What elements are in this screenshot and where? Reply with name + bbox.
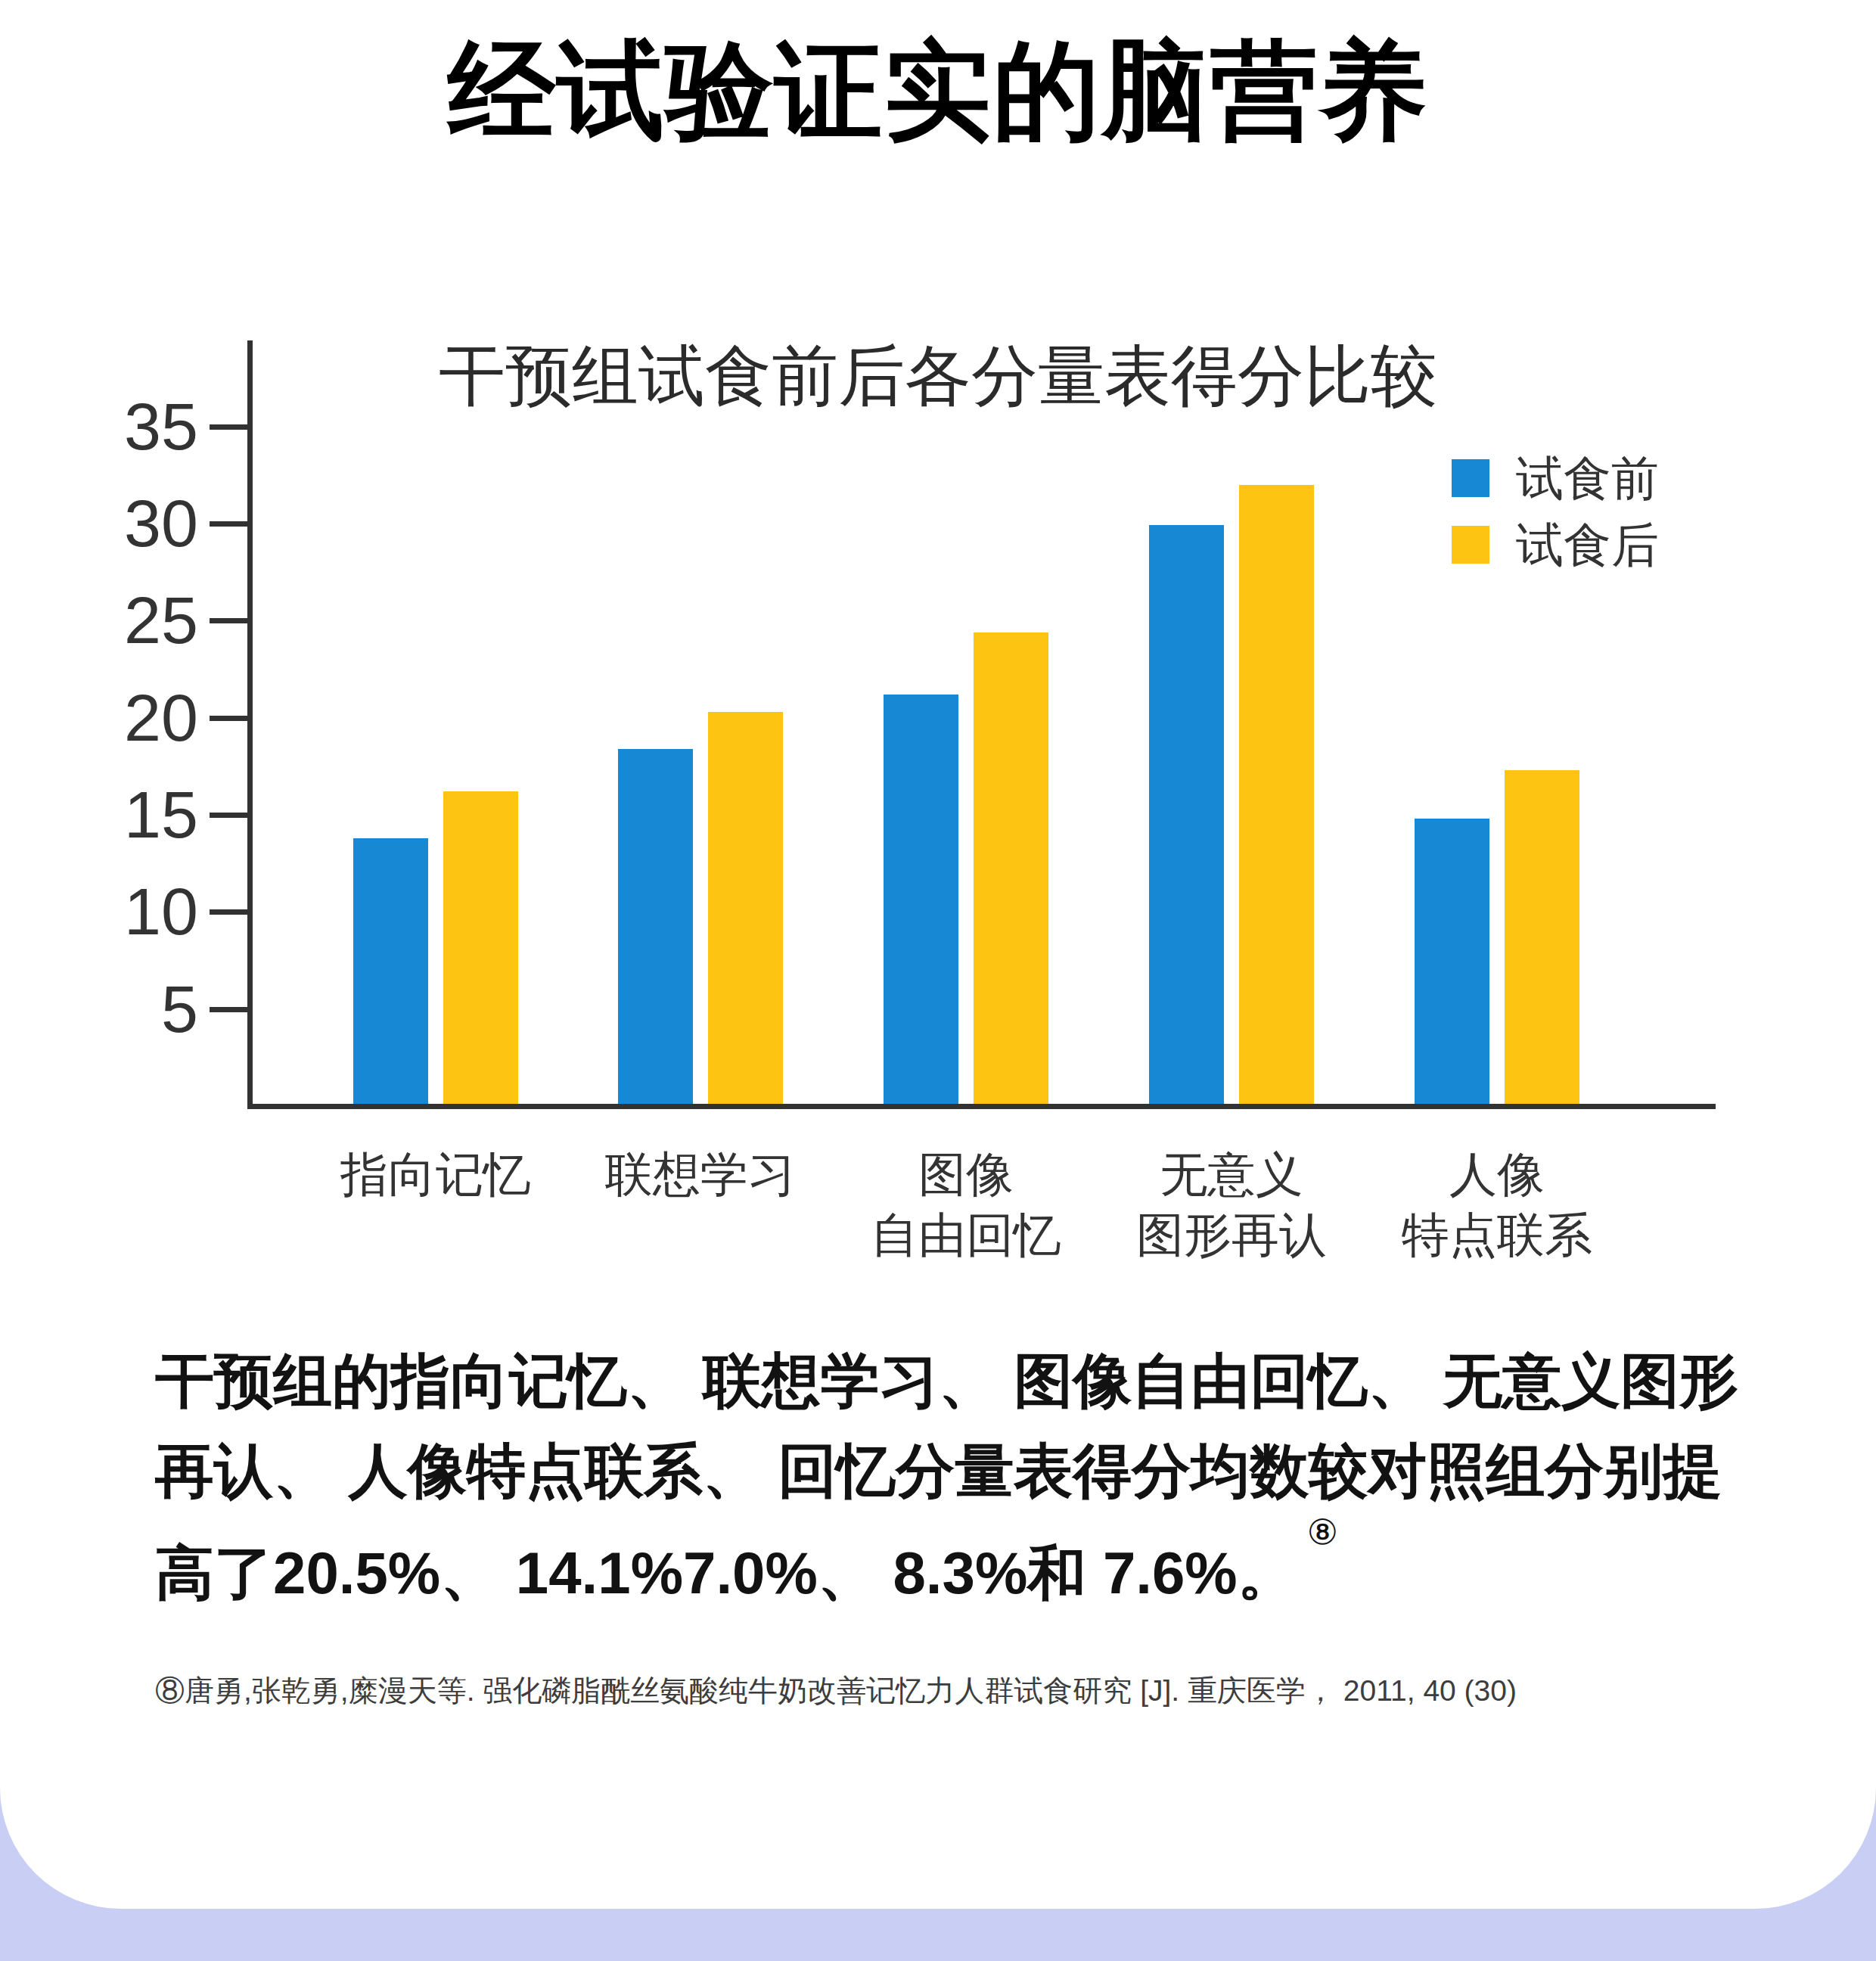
bar-before-4: [1415, 819, 1489, 1109]
category-label-line: 自由回忆: [871, 1208, 1061, 1261]
body-paragraph: 干预组的指向记忆、 联想学习、 图像自由回忆、 无意义图形再认、 人像特点联系、…: [155, 1336, 1819, 1618]
y-tick: [210, 716, 247, 721]
footnote: ⑧唐勇,张乾勇,糜漫天等. 强化磷脂酰丝氨酸纯牛奶改善记忆力人群试食研究 [J]…: [155, 1670, 1819, 1711]
chart-title: 干预组试食前后各分量表得分比较: [0, 331, 1876, 421]
bar-before-0: [353, 838, 428, 1109]
page-title: 经试验证实的脑营养: [0, 20, 1876, 165]
legend-label: 试食前: [1516, 455, 1659, 502]
y-tick-label: 25: [0, 587, 198, 654]
content-card: 经试验证实的脑营养 干预组试食前后各分量表得分比较 35 30 25 20 15 10 5 指…: [0, 0, 1876, 1909]
y-tick-label: 30: [0, 490, 198, 557]
y-tick: [210, 521, 247, 527]
y-tick: [210, 424, 247, 430]
legend-swatch-before: [1452, 459, 1489, 497]
paragraph-line: 再认、 人像特点联系、 回忆分量表得分均数较对照组分别提: [155, 1426, 1819, 1516]
y-tick-label: 35: [0, 393, 198, 460]
category-label: 人像特点联系: [1308, 1144, 1686, 1265]
y-tick-label: 20: [0, 685, 198, 751]
bar-before-1: [618, 749, 693, 1109]
y-tick-label: 10: [0, 878, 198, 945]
bar-after-4: [1505, 770, 1579, 1109]
category-label-line: 图像: [918, 1148, 1014, 1201]
legend-swatch-after: [1452, 526, 1489, 564]
y-axis: [247, 340, 253, 1109]
category-label-line: 人像: [1449, 1148, 1545, 1201]
category-label-line: 特点联系: [1402, 1208, 1592, 1261]
bar-after-1: [708, 712, 783, 1109]
y-tick: [210, 1007, 247, 1012]
y-tick: [210, 618, 247, 623]
page: 经试验证实的脑营养 干预组试食前后各分量表得分比较 35 30 25 20 15 10 5 指…: [0, 0, 1876, 1961]
category-label-line: 指向记忆: [340, 1148, 531, 1201]
y-tick: [210, 813, 247, 818]
paragraph-line: 干预组的指向记忆、 联想学习、 图像自由回忆、 无意义图形: [155, 1336, 1819, 1426]
bar-before-3: [1149, 525, 1224, 1109]
paragraph-line: 高了20.5%、 14.1%7.0%、 8.3%和 7.6%。⑧: [155, 1516, 1819, 1618]
y-tick-label: 15: [0, 782, 198, 848]
category-label-line: 无意义: [1160, 1148, 1303, 1201]
x-axis: [247, 1104, 1716, 1109]
bar-before-2: [884, 695, 958, 1109]
bar-after-0: [443, 791, 518, 1109]
category-label-line: 图形再认: [1136, 1208, 1327, 1261]
reference-mark: ⑧: [1307, 1512, 1338, 1552]
y-tick-label: 5: [0, 976, 198, 1043]
category-label-line: 联想学习: [605, 1148, 796, 1201]
bar-after-3: [1239, 485, 1314, 1109]
bar-after-2: [974, 632, 1048, 1109]
y-tick: [210, 909, 247, 915]
legend-label: 试食后: [1516, 521, 1659, 568]
